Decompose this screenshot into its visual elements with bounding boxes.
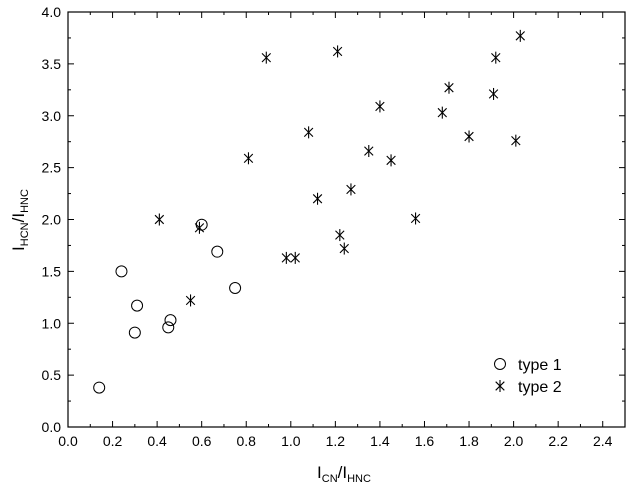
data-point-type-2 — [515, 29, 525, 42]
data-point-type-2 — [488, 87, 499, 100]
data-point-type-2 — [261, 51, 272, 64]
x-tick-label: 1.8 — [459, 433, 479, 449]
data-point-type-2 — [346, 183, 356, 196]
legend: type 1 type 2 — [494, 357, 562, 396]
y-tick-label: 2.0 — [42, 212, 62, 228]
x-tick-label: 0.4 — [147, 433, 167, 449]
data-point-type-1 — [115, 265, 128, 278]
data-point-type-2 — [303, 126, 314, 139]
asterisk-stroke — [444, 83, 454, 93]
data-point-type-1 — [211, 245, 224, 258]
y-tick-label: 1.5 — [42, 263, 62, 279]
data-point-type-2 — [335, 229, 345, 242]
asterisk-stroke — [346, 184, 356, 195]
asterisk-stroke — [437, 107, 448, 118]
data-point-type-1 — [131, 299, 144, 312]
asterisk-stroke — [364, 146, 374, 156]
x-axis-label: ICN/IHNC — [317, 463, 371, 485]
asterisk-stroke — [281, 253, 292, 263]
data-point-type-2 — [339, 242, 349, 255]
data-point-type-1 — [195, 218, 208, 231]
data-point-type-2 — [386, 154, 396, 167]
x-tick-label: 0.0 — [58, 433, 78, 449]
data-point-type-2 — [464, 130, 474, 143]
asterisk-stroke — [339, 243, 349, 254]
asterisk-stroke — [511, 135, 521, 146]
data-point-type-2 — [375, 100, 385, 113]
data-point-type-1 — [128, 326, 141, 339]
x-tick-label: 1.6 — [415, 433, 435, 449]
x-tick-label: 1.4 — [370, 433, 390, 449]
x-tick-label: 0.2 — [103, 433, 123, 449]
asterisk-stroke — [154, 214, 165, 225]
asterisk-stroke — [488, 89, 499, 99]
data-point-type-2 — [491, 51, 501, 64]
data-point-type-2 — [364, 145, 374, 158]
y-tick-label: 0.0 — [42, 419, 62, 435]
y-axis-label: IHCN/IHNC — [9, 189, 31, 251]
x-tick-label: 2.2 — [548, 433, 568, 449]
data-point-type-2 — [410, 212, 421, 225]
y-tick-label: 1.0 — [42, 315, 62, 331]
data-point-type-1 — [164, 314, 177, 327]
legend-label-type-1: type 1 — [518, 357, 562, 374]
data-point-type-2 — [332, 45, 343, 58]
data-point-type-2 — [444, 81, 454, 94]
x-axis-ticks: 0.0 0.2 0.4 0.6 0.8 1.0 1.2 1.4 1.6 1.8 2.0 2.2 2.4 — [58, 12, 613, 449]
asterisk-stroke — [332, 46, 343, 57]
asterisk-stroke — [261, 52, 272, 63]
asterisk-stroke — [410, 213, 421, 224]
data-point-type-2 — [243, 152, 254, 165]
legend-marker-circle — [494, 358, 506, 370]
asterisk-stroke — [491, 52, 501, 63]
y-tick-label: 3.5 — [42, 56, 62, 72]
data-point-type-2 — [290, 251, 300, 264]
asterisk-stroke — [312, 194, 323, 204]
x-tick-label: 2.4 — [593, 433, 613, 449]
legend-item-type-1: type 1 — [494, 357, 562, 374]
legend-item-type-2: type 2 — [495, 379, 562, 396]
data-point-type-1 — [93, 381, 106, 394]
asterisk-stroke — [194, 223, 205, 233]
asterisk-stroke — [303, 127, 314, 138]
data-point-type-2 — [511, 134, 521, 147]
legend-marker-asterisk — [495, 380, 505, 392]
asterisk-stroke — [335, 230, 345, 240]
data-points — [93, 29, 525, 394]
data-point-type-2 — [312, 192, 323, 205]
x-tick-label: 0.6 — [192, 433, 212, 449]
asterisk-stroke — [515, 31, 525, 41]
asterisk-stroke — [386, 155, 396, 166]
x-tick-label: 0.8 — [237, 433, 257, 449]
y-tick-label: 3.0 — [42, 108, 62, 124]
asterisk-stroke — [243, 153, 254, 163]
asterisk-stroke — [290, 253, 300, 263]
data-point-type-2 — [281, 251, 292, 264]
data-point-type-2 — [194, 221, 205, 234]
series-2 — [154, 29, 525, 307]
data-point-type-2 — [154, 213, 165, 226]
y-tick-label: 2.5 — [42, 160, 62, 176]
data-point-type-1 — [229, 281, 242, 294]
asterisk-stroke — [495, 381, 505, 391]
data-point-type-1 — [162, 321, 175, 334]
asterisk-stroke — [185, 295, 196, 306]
y-tick-label: 0.5 — [42, 367, 62, 383]
x-tick-label: 1.0 — [281, 433, 301, 449]
data-point-type-2 — [437, 106, 448, 119]
legend-label-type-2: type 2 — [518, 379, 562, 396]
asterisk-stroke — [464, 131, 474, 142]
series-1 — [93, 218, 242, 394]
data-point-type-2 — [185, 294, 196, 307]
y-axis-ticks: 0.0 0.5 1.0 1.5 2.0 2.5 3.0 3.5 4.0 — [42, 4, 625, 435]
x-tick-label: 2.0 — [504, 433, 524, 449]
x-tick-label: 1.2 — [326, 433, 346, 449]
asterisk-stroke — [375, 101, 385, 112]
y-tick-label: 4.0 — [42, 4, 62, 20]
